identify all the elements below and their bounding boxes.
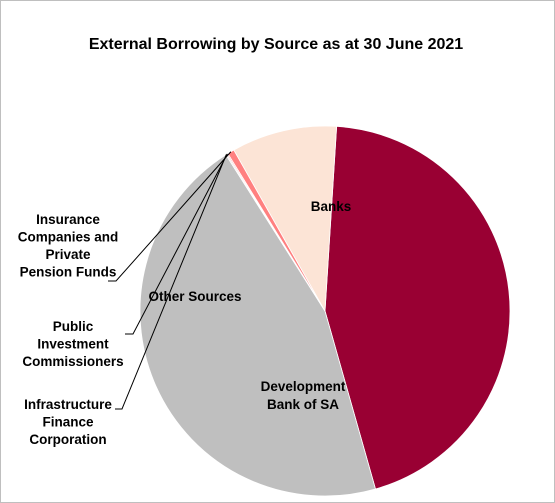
slice-label-insurance-companies-and-private-pension-funds: Insurance Companies and Private Pension Fun… [18,212,119,280]
slice-labels: Banks Development Bank of SA Infrastructure… [18,199,352,447]
chart-title: External Borrowing by Source as at 30 Ju… [89,36,463,53]
leader-line-public-investment-commissioners [125,153,228,335]
pie-slice-development-bank-of-sa [139,154,376,497]
leader-lines [108,151,232,410]
leader-line-infrastructure-finance-corporation [115,154,227,410]
slice-label-development-bank-of-sa: Development Bank of SA [261,379,346,412]
leader-line-insurance-companies-and-private-pension-funds [108,151,232,282]
pie-slice-banks [324,125,511,490]
slice-label-infrastructure-finance-corporation: Infrastructure Finance Corporation [24,397,112,447]
slice-label-other-sources: Other Sources [148,289,241,304]
pie-slice-other-sources [233,125,338,313]
slice-label-banks: Banks [311,199,352,214]
slice-label-public-investment-commissioners: Public Investment Commissioners [22,319,123,369]
pie-slices [139,125,511,497]
